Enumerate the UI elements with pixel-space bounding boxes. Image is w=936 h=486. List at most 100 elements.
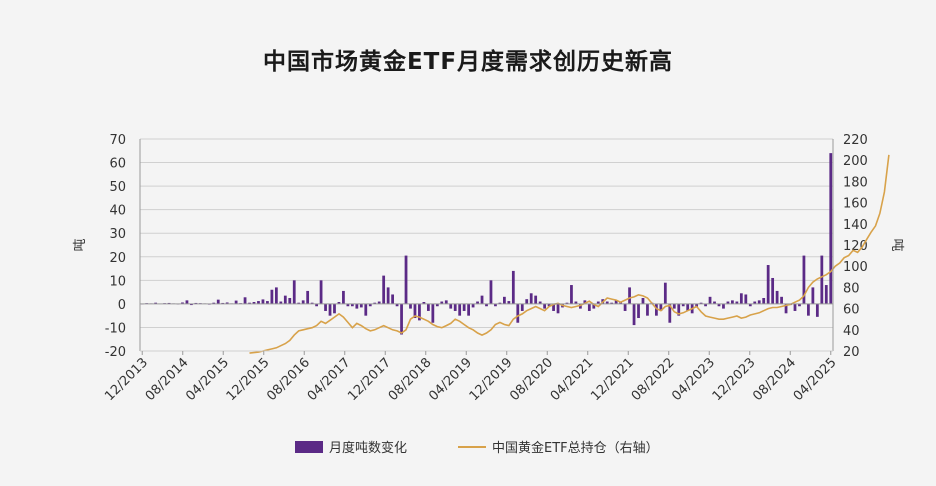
right-tick-label: 80 <box>843 281 860 296</box>
bar <box>431 303 435 323</box>
bar <box>328 303 332 316</box>
bar <box>346 303 350 307</box>
legend-swatch-line <box>458 445 486 448</box>
bar <box>306 290 310 304</box>
bar <box>775 290 779 304</box>
bar <box>485 303 488 307</box>
bar <box>315 303 318 307</box>
legend-item-line: 中国黄金ETF总持仓（右轴） <box>458 437 659 456</box>
bar <box>574 301 578 304</box>
x-tick-label: 12/2013 <box>102 355 151 404</box>
right-tick-label: 220 <box>843 133 868 148</box>
left-tick-label: 30 <box>109 227 126 242</box>
bar <box>261 299 265 304</box>
bar <box>525 299 529 304</box>
bar <box>266 301 269 304</box>
bar <box>757 300 761 304</box>
right-tick-label: 120 <box>843 239 868 254</box>
bar <box>400 303 403 335</box>
bar <box>753 301 757 304</box>
axes <box>139 139 834 352</box>
left-tick-label: 50 <box>109 180 126 195</box>
bar <box>462 303 466 311</box>
right-tick-label: 20 <box>843 345 860 360</box>
legend-label-line: 中国黄金ETF总持仓（右轴） <box>492 441 659 456</box>
bar <box>498 302 502 304</box>
bar <box>829 153 833 304</box>
bar <box>476 301 479 304</box>
bar <box>632 303 636 326</box>
x-axis-ticks: 12/201308/201404/201512/201508/201604/20… <box>102 351 840 404</box>
left-axis-ticks: 70 60 50 40 30 20 10 0 -10 -20 <box>105 133 126 360</box>
right-axis-ticks: 220 200 180 160 140 120 100 80 60 40 20 <box>843 133 868 360</box>
chart-title: 中国市场黄金ETF月度需求创历史新高 <box>262 49 674 75</box>
bar <box>319 280 323 304</box>
holdings-line <box>249 154 890 354</box>
bar <box>672 303 676 309</box>
bar <box>731 300 734 304</box>
left-tick-label: 70 <box>109 133 126 148</box>
x-tick-label: 08/2024 <box>750 355 799 404</box>
right-tick-label: 180 <box>843 175 868 190</box>
bar <box>350 303 354 307</box>
bar <box>646 303 649 316</box>
bar <box>704 303 707 307</box>
bar <box>708 296 712 304</box>
x-tick-label: 12/2021 <box>588 355 637 404</box>
bar <box>793 303 797 311</box>
bar <box>771 277 775 304</box>
bar <box>252 302 256 304</box>
bar <box>382 275 386 304</box>
bar <box>494 303 497 307</box>
x-tick-label: 04/2017 <box>305 355 354 404</box>
x-tick-label: 08/2016 <box>264 355 313 404</box>
bar <box>440 301 444 304</box>
bar <box>520 303 524 311</box>
left-tick-label: 60 <box>109 157 126 172</box>
right-axis-label: 吨 <box>889 238 904 251</box>
bar <box>583 300 587 304</box>
x-tick-label: 12/2015 <box>224 355 273 404</box>
right-tick-label: 160 <box>843 197 868 212</box>
bar <box>185 300 189 304</box>
bar <box>212 302 216 304</box>
bar <box>471 303 475 308</box>
grid-layer <box>140 138 833 352</box>
bar <box>422 302 426 304</box>
bar <box>181 302 184 304</box>
bar <box>726 301 730 304</box>
bar <box>681 303 685 307</box>
bar <box>279 301 283 304</box>
bar <box>467 303 470 316</box>
bar <box>435 303 439 307</box>
bar <box>225 302 229 304</box>
bar <box>605 301 609 304</box>
x-tick-label: 04/2019 <box>426 355 475 404</box>
x-tick-label: 04/2021 <box>548 355 597 404</box>
right-tick-label: 100 <box>843 260 868 275</box>
bar <box>297 302 301 304</box>
bar <box>368 303 372 307</box>
bar <box>507 301 511 304</box>
bar <box>677 303 681 316</box>
bar <box>270 289 274 304</box>
bar <box>735 301 739 304</box>
bar <box>547 303 551 307</box>
bar <box>802 255 806 304</box>
bar <box>739 293 743 304</box>
bar <box>748 303 752 307</box>
bar <box>248 302 251 304</box>
bar <box>744 294 748 304</box>
bar <box>529 293 533 304</box>
bar <box>637 303 640 319</box>
legend-label-bar: 月度吨数变化 <box>329 441 408 456</box>
bar <box>713 301 716 304</box>
bar <box>699 302 703 304</box>
bar <box>342 290 345 304</box>
left-tick-label: 0 <box>118 298 126 313</box>
right-tick-label: 200 <box>843 154 868 169</box>
bar <box>824 285 828 304</box>
bar <box>337 302 341 304</box>
x-tick-label: 12/2019 <box>467 355 516 404</box>
